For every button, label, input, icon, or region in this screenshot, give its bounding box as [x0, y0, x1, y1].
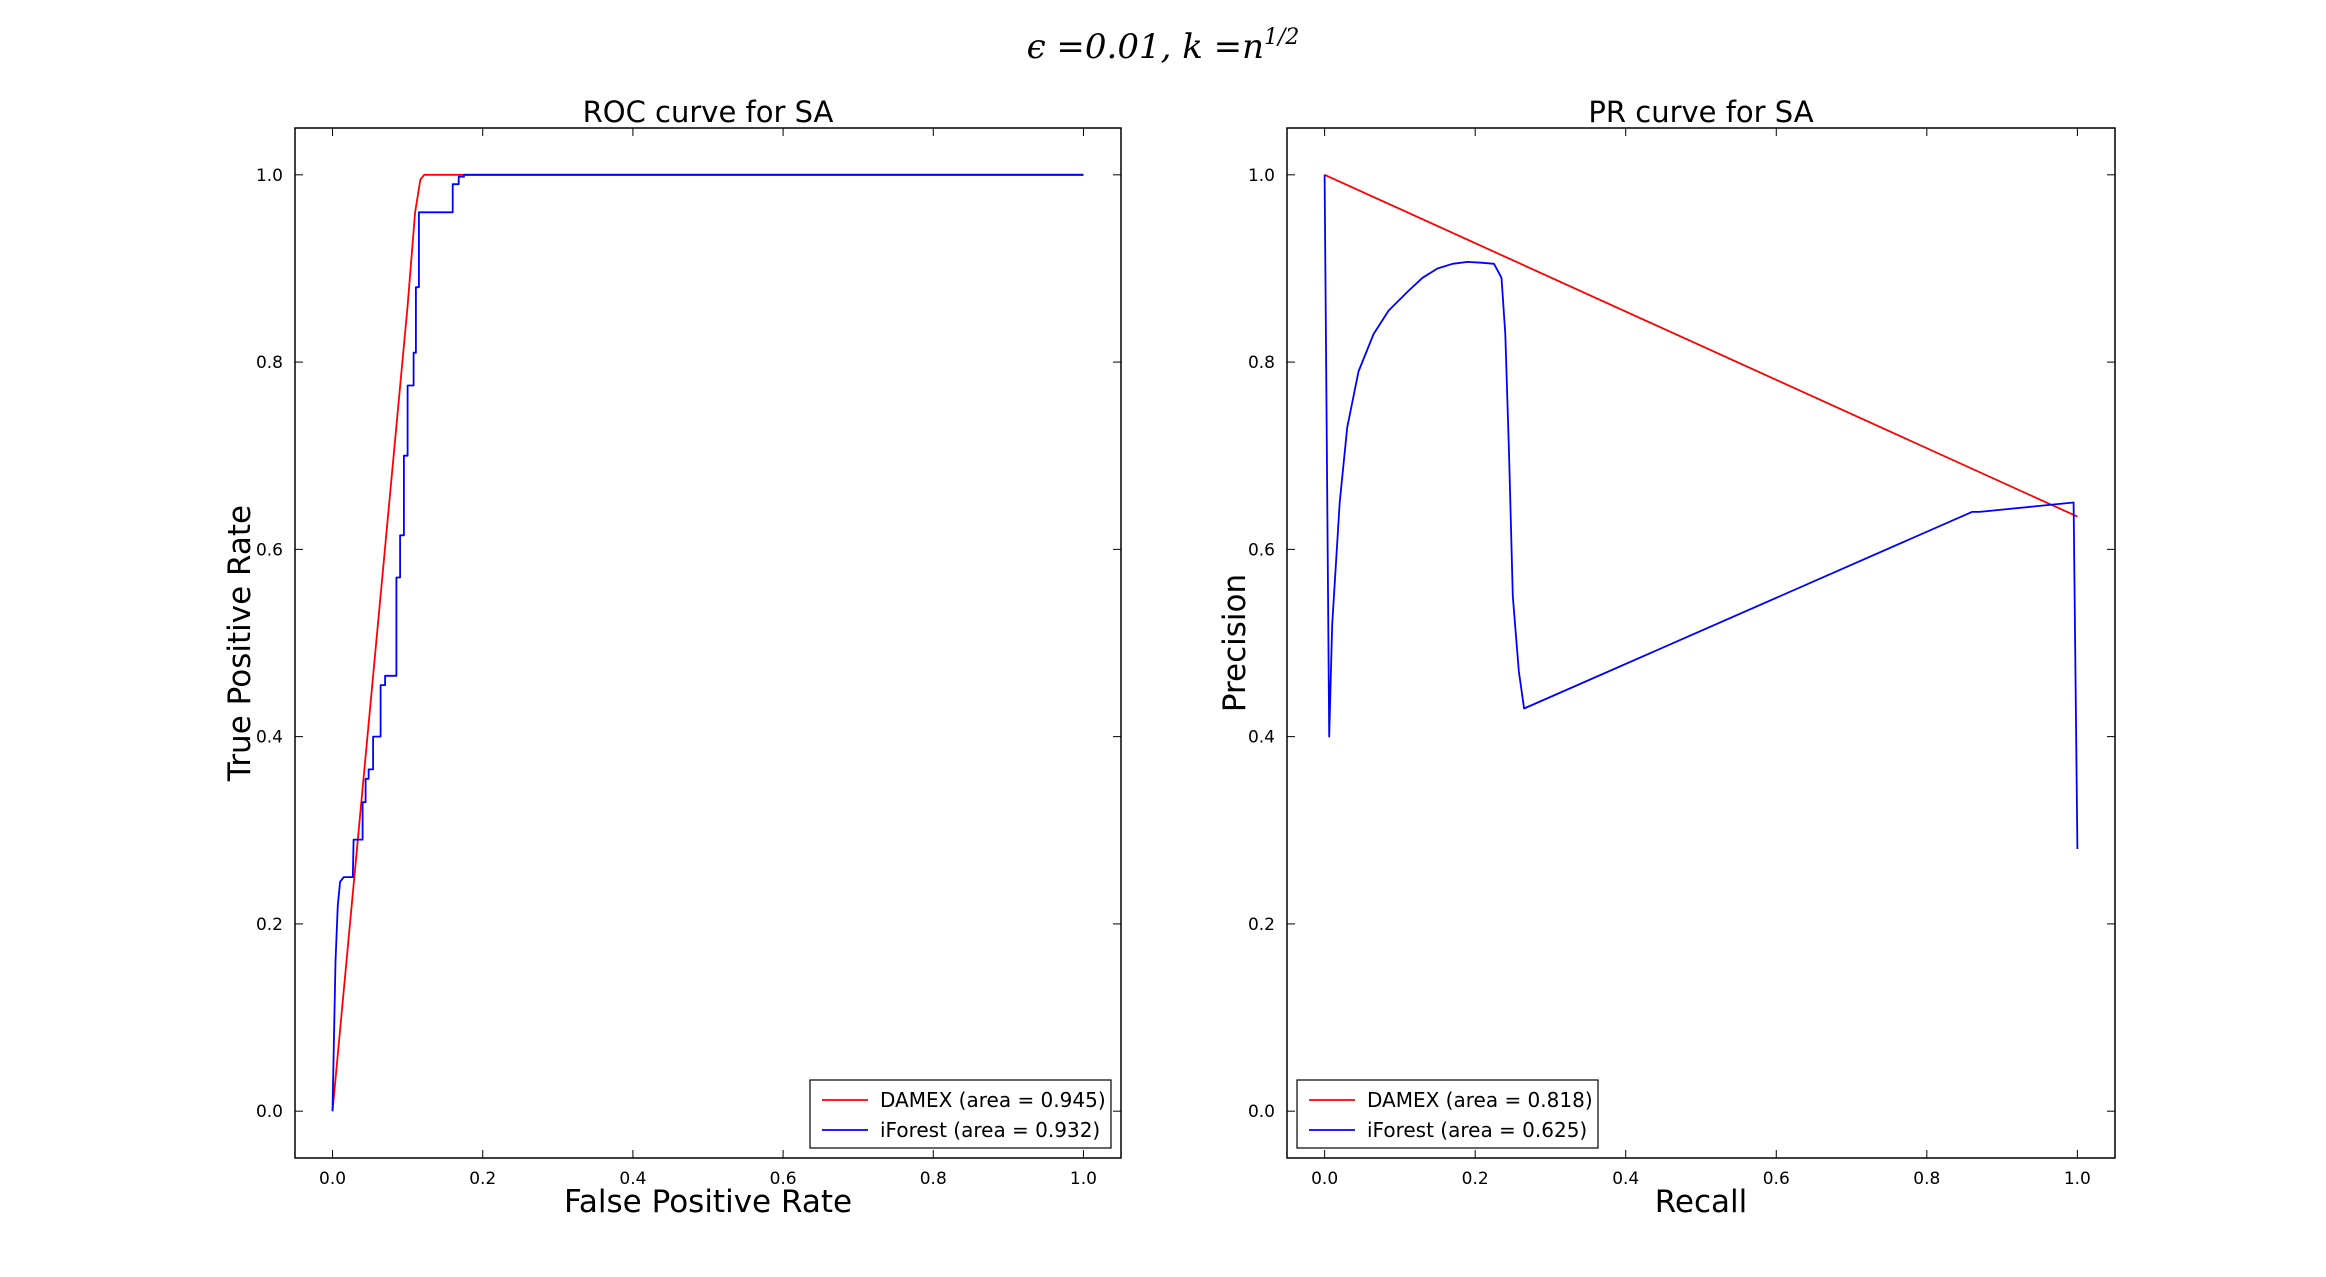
roc-x-tick-label: 1.0 [1070, 1169, 1097, 1189]
roc-legend: DAMEX (area = 0.945) iForest (area = 0.93… [809, 1079, 1112, 1149]
pr-legend: DAMEX (area = 0.818) iForest (area = 0.62… [1296, 1079, 1599, 1149]
pr-y-tick-label: 0.0 [1248, 1102, 1275, 1122]
pr-legend-label: DAMEX (area = 0.818) [1367, 1088, 1593, 1112]
roc-y-tick-label: 0.2 [256, 915, 283, 935]
roc-y-tick-label: 1.0 [256, 166, 283, 186]
pr-x-tick-label: 0.4 [1612, 1169, 1639, 1189]
roc-x-tick-label: 0.2 [469, 1169, 496, 1189]
roc-y-tick-label: 0.6 [256, 540, 283, 560]
pr-x-tick-label: 0.8 [1913, 1169, 1940, 1189]
pr-chart-panel: PR curve for SA Recall Precision 0.0 0.2 0… [1217, 95, 2116, 1220]
pr-x-axis-label: Recall [1655, 1184, 1748, 1220]
pr-x-tick-label: 0.0 [1311, 1169, 1338, 1189]
roc-x-tick-label: 0.0 [319, 1169, 346, 1189]
roc-chart-title: ROC curve for SA [583, 95, 834, 129]
pr-legend-label: iForest (area = 0.625) [1367, 1118, 1587, 1142]
pr-x-tick-label: 0.2 [1462, 1169, 1489, 1189]
roc-x-ticks: 0.0 0.2 0.4 0.6 0.8 1.0 [319, 128, 1097, 1189]
roc-y-axis-label: True Positive Rate [222, 505, 258, 782]
roc-y-tick-label: 0.8 [256, 353, 283, 373]
pr-series-line-1 [1323, 174, 2079, 850]
roc-x-tick-label: 0.6 [770, 1169, 797, 1189]
roc-legend-label: DAMEX (area = 0.945) [880, 1088, 1106, 1112]
suptitle-exponent: 1/2 [1264, 25, 1299, 50]
roc-series [331, 173, 1084, 1112]
pr-series [1323, 173, 2079, 850]
roc-legend-box [809, 1079, 1112, 1149]
roc-x-axis-label: False Positive Rate [564, 1184, 852, 1220]
pr-x-tick-label: 0.6 [1763, 1169, 1790, 1189]
roc-chart-panel: ROC curve for SA False Positive Rate Tru… [222, 95, 1122, 1220]
pr-chart-title: PR curve for SA [1588, 95, 1813, 129]
pr-plot-frame [1286, 127, 2116, 1159]
pr-y-tick-label: 0.4 [1248, 728, 1275, 748]
roc-series-line-1 [331, 173, 1084, 1112]
pr-y-tick-label: 0.8 [1248, 353, 1275, 373]
pr-y-tick-label: 0.2 [1248, 915, 1275, 935]
pr-x-tick-label: 1.0 [2064, 1169, 2091, 1189]
pr-y-tick-label: 0.6 [1248, 540, 1275, 560]
roc-y-tick-label: 0.0 [256, 1102, 283, 1122]
pr-legend-box [1296, 1079, 1599, 1149]
roc-y-ticks: 0.0 0.2 0.4 0.6 0.8 1.0 [256, 166, 1121, 1122]
figure-suptitle: ϵ =0.01, k =n1/2 [1027, 25, 1300, 67]
pr-y-axis-label: Precision [1217, 574, 1253, 712]
pr-y-tick-label: 1.0 [1248, 166, 1275, 186]
roc-y-tick-label: 0.4 [256, 728, 283, 748]
pr-y-ticks: 0.0 0.2 0.4 0.6 0.8 1.0 [1248, 166, 2115, 1122]
roc-x-tick-label: 0.8 [920, 1169, 947, 1189]
pr-series-line-0 [1324, 173, 2078, 518]
roc-legend-label: iForest (area = 0.932) [880, 1118, 1100, 1142]
pr-x-ticks: 0.0 0.2 0.4 0.6 0.8 1.0 [1311, 128, 2091, 1189]
roc-x-tick-label: 0.4 [619, 1169, 646, 1189]
suptitle-text: ϵ =0.01, k =n [1027, 27, 1264, 67]
roc-plot-frame [294, 127, 1122, 1159]
